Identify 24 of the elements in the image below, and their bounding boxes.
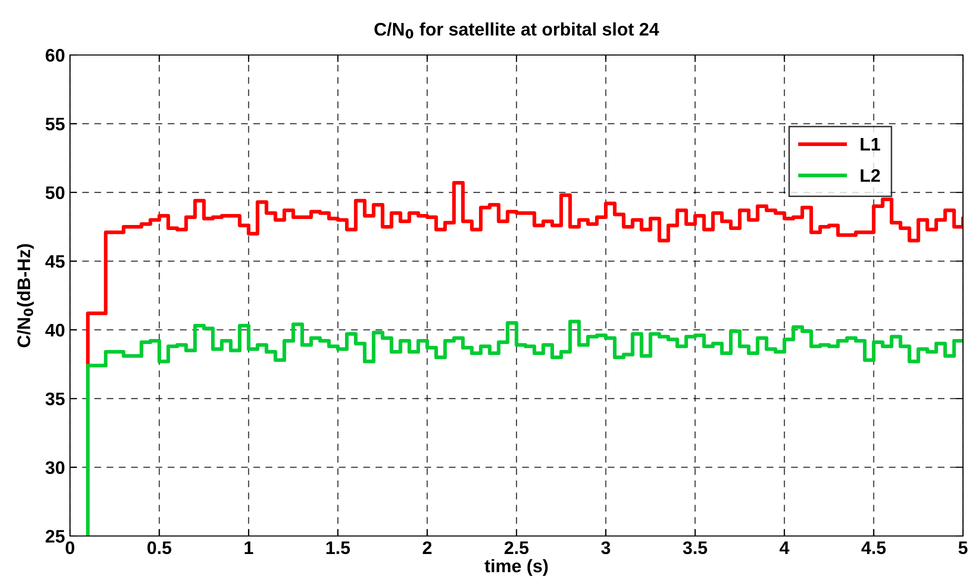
chart-title: C/N$_{0}$ for satellite at orbital slot 24 xyxy=(374,22,660,39)
y-tick-label: 40 xyxy=(45,324,64,337)
x-tick-label: 0 xyxy=(66,541,74,554)
legend-label: L1 xyxy=(860,138,880,150)
x-tick-label: 4.5 xyxy=(861,542,886,554)
y-tick-label: 60 xyxy=(46,48,64,62)
y-tick-label: 55 xyxy=(46,118,65,130)
y-tick-label: 50 xyxy=(46,186,64,200)
x-tick-label: 1.5 xyxy=(326,542,350,554)
x-tick-label: 1 xyxy=(244,542,254,554)
y-axis-title: C/N$_{0}$(dB-Hz) xyxy=(16,244,34,348)
x-tick-label: 3 xyxy=(601,541,610,554)
y-tick-label: 35 xyxy=(45,392,65,406)
y-tick-label: 25 xyxy=(46,530,65,543)
x-tick-label: 4 xyxy=(780,542,790,554)
y-tick-label: 30 xyxy=(45,461,64,474)
x-tick-label: 2.5 xyxy=(504,541,529,554)
x-tick-label: 0.5 xyxy=(147,541,172,554)
legend-label: L2 xyxy=(860,169,880,182)
y-tick-label: 45 xyxy=(45,255,65,268)
x-tick-label: 5 xyxy=(958,542,968,554)
x-tick-label: 3.5 xyxy=(682,541,708,554)
x-axis-title: time (s) xyxy=(484,559,548,576)
x-tick-label: 2 xyxy=(422,541,432,554)
